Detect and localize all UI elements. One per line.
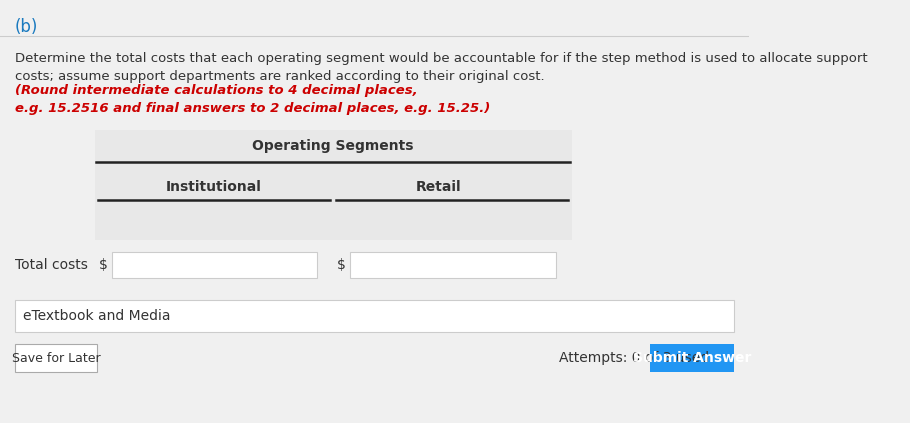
Text: eTextbook and Media: eTextbook and Media (23, 309, 170, 323)
FancyBboxPatch shape (15, 344, 97, 372)
Text: $: $ (338, 258, 346, 272)
Text: (Round intermediate calculations to 4 decimal places,
e.g. 15.2516 and final ans: (Round intermediate calculations to 4 de… (15, 84, 490, 115)
Text: (b): (b) (15, 18, 38, 36)
Text: $: $ (98, 258, 107, 272)
FancyBboxPatch shape (112, 252, 317, 278)
Text: Operating Segments: Operating Segments (252, 139, 414, 153)
FancyBboxPatch shape (650, 344, 733, 372)
Text: Attempts: 0 of 3 used: Attempts: 0 of 3 used (560, 351, 710, 365)
Text: Total costs: Total costs (15, 258, 87, 272)
Text: Retail: Retail (415, 180, 461, 194)
FancyBboxPatch shape (95, 130, 571, 240)
Text: Submit Answer: Submit Answer (632, 351, 751, 365)
FancyBboxPatch shape (15, 300, 733, 332)
Text: Determine the total costs that each operating segment would be accountable for i: Determine the total costs that each oper… (15, 52, 867, 83)
Text: Institutional: Institutional (166, 180, 262, 194)
FancyBboxPatch shape (350, 252, 556, 278)
Text: Save for Later: Save for Later (12, 352, 100, 365)
